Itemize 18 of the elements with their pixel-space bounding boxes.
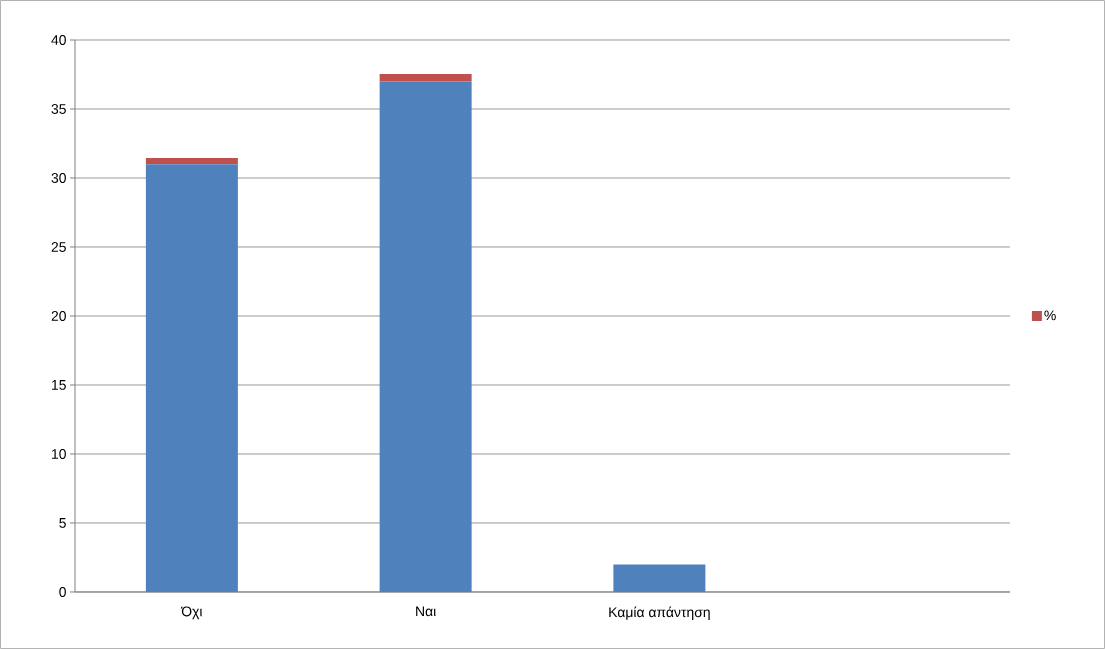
- bar: [145, 158, 238, 165]
- y-tick-label: 0: [59, 587, 66, 597]
- bar: [145, 164, 238, 592]
- y-tick-label: 5: [59, 518, 66, 528]
- legend-label: %: [1044, 310, 1056, 321]
- bar: [379, 81, 472, 592]
- y-tick-label: 10: [52, 449, 66, 459]
- y-tick-label: 25: [51, 242, 66, 252]
- y-tick-label: 30: [51, 173, 66, 183]
- y-tick-label: 20: [51, 311, 66, 321]
- bar: [379, 74, 472, 82]
- y-tick-label: 35: [51, 104, 66, 114]
- x-tick-label: Ναι: [416, 606, 436, 617]
- x-tick-label: Όχι: [180, 606, 203, 620]
- bar: [613, 564, 706, 592]
- y-tick-label: 40: [51, 35, 66, 45]
- x-tick-label: Καμία απάντηση: [609, 606, 710, 620]
- y-tick-label: 15: [52, 380, 66, 390]
